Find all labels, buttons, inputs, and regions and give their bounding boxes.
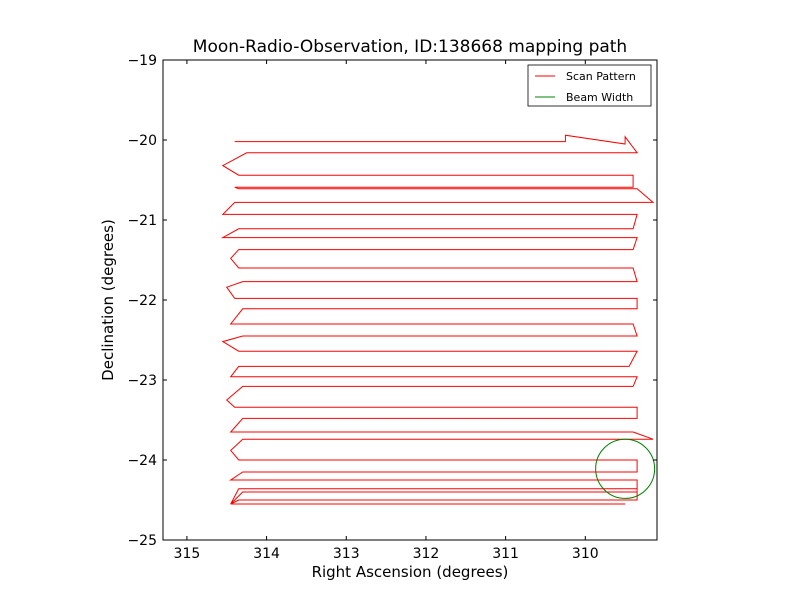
legend-label-scan-pattern: Scan Pattern	[566, 70, 636, 83]
chart-title: Moon-Radio-Observation, ID:138668 mappin…	[193, 37, 627, 57]
y-tick-label: −24	[127, 453, 157, 469]
legend-label-beam-width: Beam Width	[566, 91, 633, 104]
x-tick-label: 310	[572, 546, 599, 562]
y-axis-label: Declination (degrees)	[99, 219, 117, 381]
x-tick-label: 311	[492, 546, 519, 562]
series-beam-width-circle	[595, 438, 656, 499]
x-tick-label: 313	[333, 546, 360, 562]
x-tick-label: 312	[413, 546, 440, 562]
x-tick-label: 314	[253, 546, 280, 562]
x-axis-label: Right Ascension (degrees)	[312, 563, 509, 581]
y-tick-label: −23	[127, 373, 157, 389]
y-tick-label: −19	[127, 53, 157, 69]
ticks-layer: 315 314 313 312 311 310 −19 −20 −21 −22 −23 −24 −25	[127, 53, 657, 562]
y-tick-label: −22	[127, 293, 157, 309]
x-tick-label: 315	[174, 546, 201, 562]
legend-box	[527, 64, 652, 107]
series-layer	[220, 134, 656, 505]
plot-area	[163, 60, 657, 540]
y-tick-label: −20	[127, 133, 157, 149]
legend: Scan Pattern Beam Width	[527, 64, 652, 107]
y-tick-label: −25	[127, 533, 157, 549]
plot-frame	[162, 59, 658, 541]
y-tick-label: −21	[127, 213, 157, 229]
series-scan-pattern-line	[220, 134, 655, 505]
